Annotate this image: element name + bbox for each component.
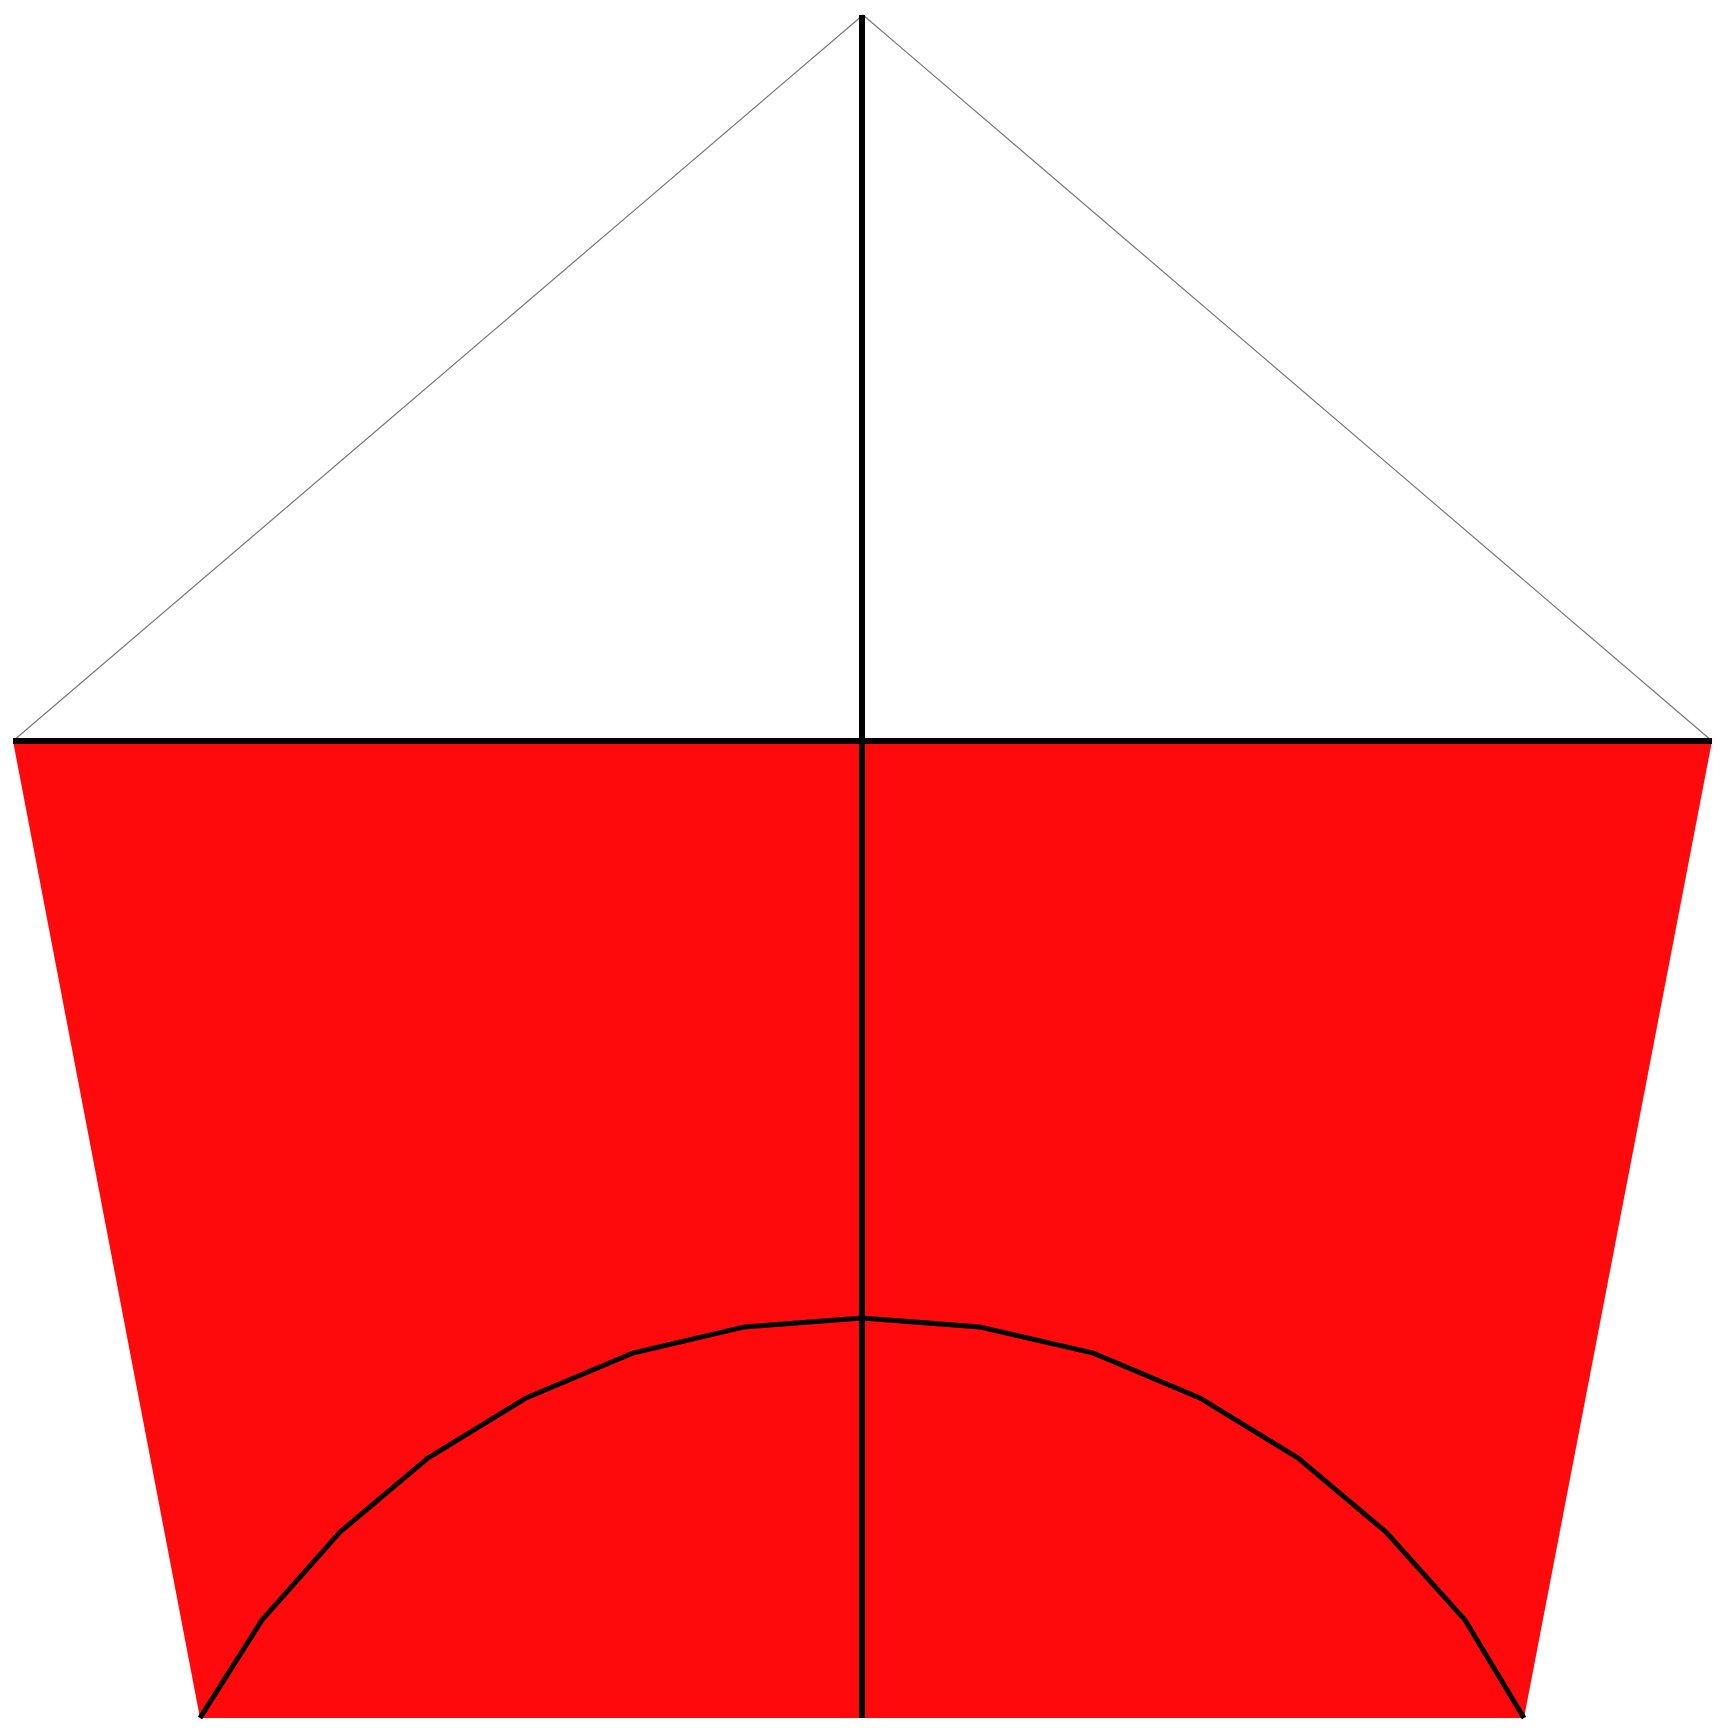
curved-arc-line xyxy=(197,1315,1527,1720)
left-diagonal-line xyxy=(12,14,864,742)
right-diagonal-line xyxy=(862,14,1713,742)
